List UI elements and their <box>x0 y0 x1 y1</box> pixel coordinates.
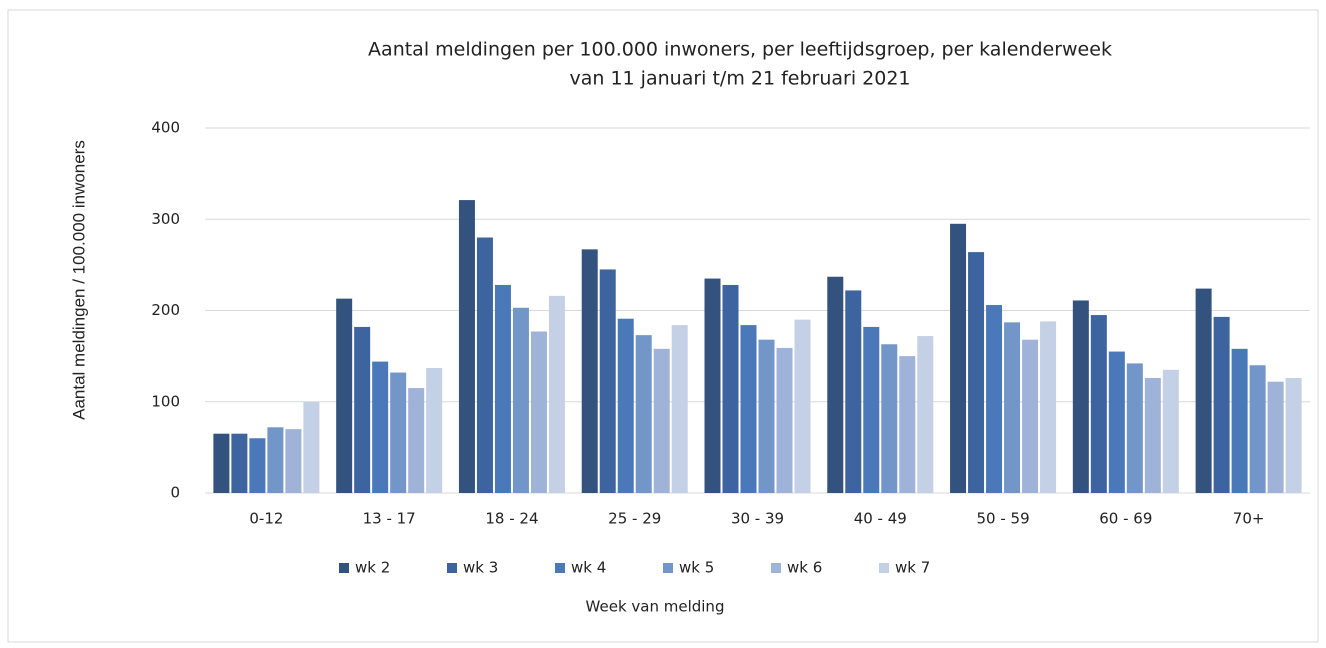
bar <box>1022 339 1039 493</box>
legend-swatch <box>447 563 457 573</box>
bar <box>1004 322 1021 493</box>
bar <box>285 429 302 493</box>
chart-border <box>7 9 1319 643</box>
bar <box>458 200 475 493</box>
legend-label: wk 6 <box>787 559 822 577</box>
bar <box>372 361 389 493</box>
bar <box>635 335 652 493</box>
x-tick-label: 50 - 59 <box>976 510 1029 528</box>
bar <box>581 249 598 493</box>
bar <box>1144 378 1161 493</box>
chart-subtitle: van 11 januari t/m 21 februari 2021 <box>570 68 911 90</box>
legend-label: wk 5 <box>679 559 714 577</box>
legend-label: wk 3 <box>463 559 498 577</box>
bar <box>426 367 443 493</box>
bar <box>968 252 985 493</box>
x-tick-label: 13 - 17 <box>363 510 416 528</box>
bar <box>1126 363 1143 493</box>
bar <box>267 427 284 493</box>
x-tick-label: 40 - 49 <box>854 510 907 528</box>
legend-swatch <box>555 563 565 573</box>
legend-swatch <box>879 563 889 573</box>
bar <box>390 372 407 493</box>
bar <box>476 237 493 493</box>
legend-swatch <box>663 563 673 573</box>
bar <box>1040 321 1057 493</box>
x-tick-label: 25 - 29 <box>608 510 661 528</box>
bar <box>722 284 739 493</box>
legend-label: wk 7 <box>895 559 930 577</box>
bar <box>1267 381 1284 493</box>
bar <box>863 326 880 493</box>
bar <box>740 325 757 493</box>
bar <box>758 339 775 493</box>
bar <box>336 298 353 493</box>
bar <box>794 319 811 493</box>
x-axis-label: Week van melding <box>586 598 725 616</box>
bar <box>494 284 511 493</box>
bar <box>548 295 565 493</box>
bar <box>1195 288 1212 493</box>
legend-label: wk 2 <box>355 559 390 577</box>
y-tick-label: 0 <box>170 484 180 502</box>
bar <box>827 276 844 493</box>
bar <box>1285 378 1302 493</box>
bar <box>671 325 688 493</box>
x-tick-label: 60 - 69 <box>1099 510 1152 528</box>
y-tick-label: 300 <box>151 210 180 228</box>
bar <box>704 278 721 493</box>
bar <box>986 305 1003 493</box>
x-tick-label: 0-12 <box>249 510 283 528</box>
bar <box>1231 348 1248 493</box>
bar <box>1213 316 1230 493</box>
bar <box>249 438 266 493</box>
bar <box>231 433 248 493</box>
y-axis-label: Aantal meldingen / 100.000 inwoners <box>69 140 88 420</box>
bar <box>1162 369 1179 493</box>
bar <box>599 269 616 493</box>
x-tick-label: 30 - 39 <box>731 510 784 528</box>
bar <box>845 290 862 493</box>
bar <box>1090 315 1107 493</box>
bar <box>1072 300 1089 493</box>
bar <box>899 356 916 493</box>
y-tick-label: 400 <box>151 119 180 137</box>
bar <box>354 326 371 493</box>
bar <box>653 348 670 493</box>
bar <box>512 307 529 493</box>
x-tick-label: 18 - 24 <box>485 510 538 528</box>
bar <box>917 336 934 493</box>
bar <box>617 318 634 493</box>
y-tick-label: 100 <box>151 392 180 410</box>
bar <box>530 331 547 493</box>
y-tick-label: 200 <box>151 301 180 319</box>
legend-swatch <box>339 563 349 573</box>
bar <box>408 388 425 493</box>
legend-label: wk 4 <box>571 559 606 577</box>
bar <box>1249 365 1266 493</box>
legend-swatch <box>771 563 781 573</box>
bar <box>950 223 967 493</box>
bar <box>213 433 230 493</box>
bar <box>881 344 898 493</box>
bar <box>776 347 793 493</box>
chart-title: Aantal meldingen per 100.000 inwoners, p… <box>368 39 1112 61</box>
x-tick-label: 70+ <box>1233 510 1265 528</box>
bar <box>1108 351 1125 493</box>
bar <box>303 401 320 493</box>
